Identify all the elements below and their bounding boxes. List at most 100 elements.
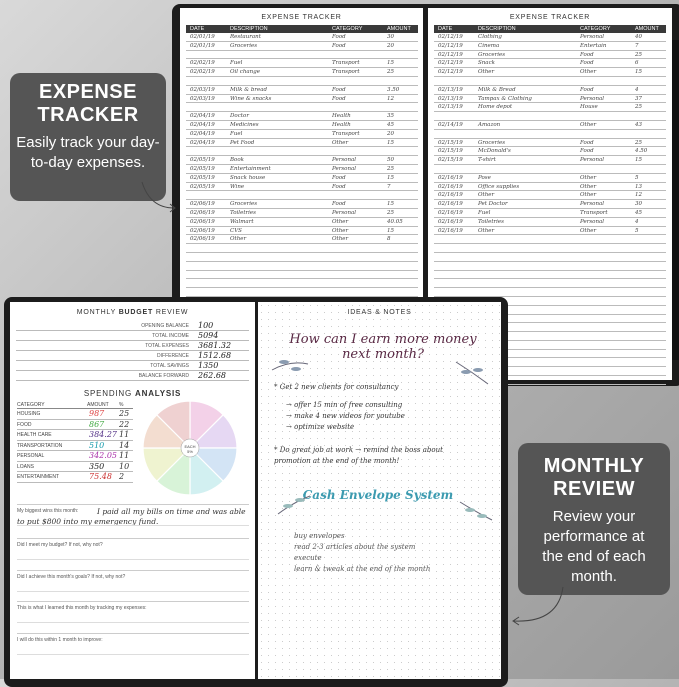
blank-row bbox=[434, 341, 666, 350]
expense-cell: Personal bbox=[332, 209, 357, 216]
notes-heading-2: Cash Envelope System bbox=[302, 488, 454, 502]
prompt: This is what I learned this month by tra… bbox=[17, 601, 249, 633]
column-header: DATE bbox=[190, 26, 205, 32]
expense-cell: 7 bbox=[387, 183, 391, 190]
expense-cell: Food bbox=[332, 183, 346, 190]
rule-line bbox=[17, 591, 249, 592]
expense-row: 02/05/19 Snack house Food 15 bbox=[186, 174, 418, 183]
notes-heading: How can I earn more money next month? bbox=[289, 332, 477, 362]
spending-category: HOUSING bbox=[17, 411, 41, 417]
note-item: * Get 2 new clients for consultancy bbox=[274, 383, 399, 391]
expense-cell: 25 bbox=[387, 69, 394, 76]
expense-cell: Pet Doctor bbox=[478, 201, 508, 208]
expense-cell: Entertain bbox=[580, 42, 607, 49]
expense-cell: 12 bbox=[635, 192, 642, 199]
expense-cell: Personal bbox=[580, 157, 605, 164]
spending-category: TRANSPORTATION bbox=[17, 442, 63, 449]
expense-cell: 4 bbox=[635, 218, 639, 225]
expense-cell: Food bbox=[580, 86, 594, 93]
expense-cell: Groceries bbox=[230, 42, 258, 49]
note-item: * Do great job at work → remind the boss… bbox=[274, 446, 443, 465]
expense-cell: Other bbox=[332, 139, 349, 146]
spending-category: PERSONAL bbox=[17, 453, 45, 459]
blank-row bbox=[434, 288, 666, 297]
blank-row bbox=[186, 262, 418, 271]
expense-cell: Transport bbox=[332, 130, 360, 137]
expense-cell: 15 bbox=[635, 157, 642, 164]
expense-cell: 02/16/19 bbox=[438, 209, 463, 216]
budget-value: 5094 bbox=[198, 331, 219, 340]
expense-row: 02/04/19 Pet Food Other 15 bbox=[186, 139, 418, 148]
arrow bbox=[141, 181, 176, 213]
budget-row: BALANCE FORWARD 262.68 bbox=[16, 371, 249, 381]
expense-row: 02/16/19 Toiletries Personal 4 bbox=[434, 218, 666, 227]
title-part: MONTHLY bbox=[76, 309, 116, 316]
spending-percent: 11 bbox=[119, 430, 130, 439]
expense-cell: 02/15/19 bbox=[438, 148, 463, 155]
expense-row: 02/12/19 Cinema Entertain 7 bbox=[434, 42, 666, 51]
expense-cell: Walmart bbox=[230, 218, 254, 225]
blank-row bbox=[434, 112, 666, 121]
blank-row bbox=[434, 297, 666, 306]
table-header: DATE DESCRIPTION CATEGORY AMOUNT bbox=[434, 25, 666, 33]
budget-label: BALANCE FORWARD bbox=[138, 373, 189, 379]
expense-row: 02/13/19 Tampax & Clothing Personal 37 bbox=[434, 95, 666, 104]
spending-percent: 10 bbox=[119, 461, 130, 471]
expense-cell: 02/06/19 bbox=[190, 201, 215, 208]
expense-cell: 35 bbox=[387, 113, 394, 120]
expense-cell: Food bbox=[580, 148, 594, 155]
callout: MONTHLY REVIEW Review your performance a… bbox=[518, 443, 670, 595]
spending-amount: 510 bbox=[89, 440, 105, 450]
expense-cell: Personal bbox=[580, 218, 605, 225]
spending-row: HOUSING 987 25 bbox=[17, 409, 133, 420]
spending-percent: 11 bbox=[119, 451, 130, 460]
expense-cell: 40.05 bbox=[387, 218, 403, 225]
prompt-answer: I paid all my bills on time and was able… bbox=[17, 507, 246, 526]
expense-cell: 5 bbox=[635, 174, 639, 181]
expense-cell: 25 bbox=[635, 139, 642, 146]
expense-cell: 02/13/19 bbox=[438, 95, 463, 102]
blank-row bbox=[434, 77, 666, 86]
expense-row: 02/04/19 Doctor Health 35 bbox=[186, 112, 418, 121]
expense-cell: 6 bbox=[635, 60, 639, 67]
spending-category: ENTERTAINMENT bbox=[17, 474, 60, 480]
spending-row: TRANSPORTATION 510 14 bbox=[17, 440, 133, 451]
list-item: execute bbox=[294, 554, 322, 562]
expense-row: 02/03/19 Wine & snacks Food 12 bbox=[186, 95, 418, 104]
expense-cell: 4 bbox=[635, 86, 639, 93]
expense-cell: 25 bbox=[387, 165, 394, 172]
spending-row: FOOD 867 22 bbox=[17, 419, 133, 430]
spending-percent: 22 bbox=[119, 419, 130, 429]
prompt-question: Did I meet my budget? If not, why not? bbox=[17, 542, 103, 548]
notes-list: buy envelopes read 2-3 articles about the… bbox=[288, 532, 488, 576]
budget-page: MONTHLY BUDGET REVIEW OPENING BALANCE 100… bbox=[10, 302, 255, 679]
expense-row: 02/01/19 Groceries Food 20 bbox=[186, 42, 418, 51]
expense-cell: 5 bbox=[635, 227, 639, 234]
budget-label: TOTAL INCOME bbox=[152, 333, 189, 339]
expense-cell: 02/03/19 bbox=[190, 86, 215, 93]
callout: EXPENSE TRACKER Easily track your day-to… bbox=[10, 73, 166, 201]
expense-cell: Snack house bbox=[230, 174, 266, 181]
expense-cell: Groceries bbox=[478, 139, 506, 146]
expense-cell: Snack bbox=[478, 60, 496, 67]
budget-label: DIFFERENCE bbox=[157, 353, 189, 359]
expense-cell: 02/06/19 bbox=[190, 218, 215, 225]
expense-cell: 02/02/19 bbox=[190, 69, 215, 76]
prompt: My biggest wins this month: I paid all my… bbox=[17, 504, 249, 538]
expense-row: 02/01/19 Restaurant Food 30 bbox=[186, 33, 418, 42]
expense-cell: Personal bbox=[332, 165, 357, 172]
expense-row: 02/16/19 Other Other 12 bbox=[434, 191, 666, 201]
expense-row: 02/16/19 Pet Doctor Personal 30 bbox=[434, 200, 666, 209]
spending-amount: 75.48 bbox=[89, 472, 112, 481]
expense-cell: Fuel bbox=[478, 209, 491, 216]
blank-row bbox=[434, 271, 666, 280]
expense-cell: Home depot bbox=[478, 104, 513, 111]
blank-row bbox=[434, 350, 666, 359]
expense-cell: 02/04/19 bbox=[190, 121, 215, 128]
expense-cell: Pet Food bbox=[230, 139, 255, 146]
spending-category: HEALTH CARE bbox=[17, 432, 52, 438]
expense-cell: Other bbox=[580, 183, 597, 190]
column-header: CATEGORY bbox=[17, 402, 45, 408]
expense-cell: Other bbox=[580, 192, 597, 199]
budget-row: OPENING BALANCE 100 bbox=[16, 321, 249, 331]
